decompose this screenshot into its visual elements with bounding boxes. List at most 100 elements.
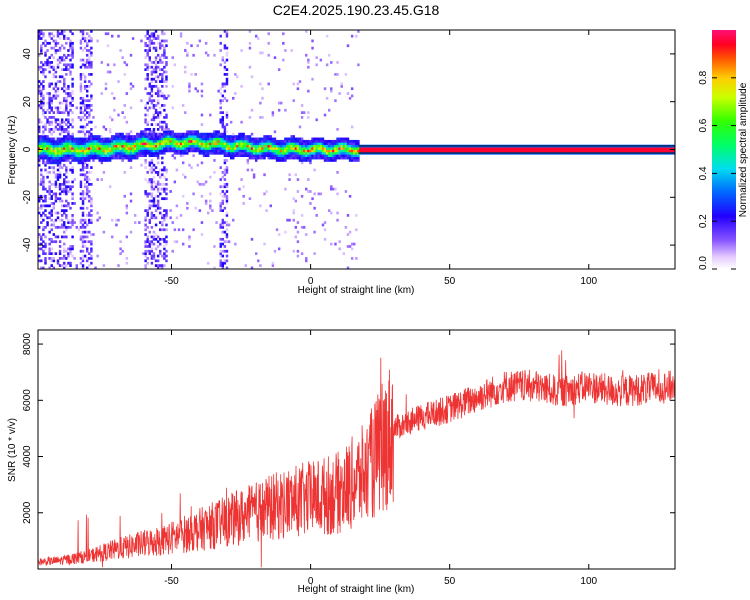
spectrogram-cell <box>90 73 93 76</box>
spectrogram-cell <box>284 159 287 162</box>
spectrogram-cell <box>480 149 483 153</box>
spectrogram-cell <box>144 77 147 81</box>
spectrogram-cell <box>75 147 78 150</box>
spectrogram-cell <box>104 147 108 150</box>
spectrogram-cell <box>165 135 168 138</box>
spectrogram-cell <box>63 185 66 189</box>
spectrogram-cell <box>204 142 208 146</box>
spectrogram-cell <box>211 144 214 148</box>
spectrogram-cell <box>353 144 356 148</box>
spectrogram-cell <box>52 151 56 155</box>
spectrogram-cell <box>71 120 74 124</box>
spectrogram-cell <box>269 139 273 143</box>
spectrogram-cell <box>319 154 323 158</box>
spectrogram-cell <box>332 142 335 146</box>
spectrogram-cell <box>204 151 208 155</box>
spectrogram-cell <box>56 175 60 179</box>
spectrogram-cell <box>175 135 179 138</box>
spectrogram-cell <box>161 30 164 33</box>
spectrogram-cell <box>154 139 158 143</box>
spectrogram-cell <box>146 135 149 138</box>
spectrogram-cell <box>198 151 202 155</box>
spectrogram-cell <box>50 137 53 141</box>
spectrogram-cell <box>236 139 239 143</box>
spectrogram-cell <box>549 147 552 150</box>
spectrogram-cell <box>342 252 346 256</box>
spectrogram-cell <box>102 137 106 141</box>
spectrogram-cell <box>186 51 189 55</box>
spectrogram-cell <box>125 261 129 265</box>
spectrogram-cell <box>246 161 250 165</box>
spectrogram-cell <box>150 247 154 251</box>
spectrogram-cell <box>90 147 93 150</box>
spectrogram-cell <box>313 252 316 256</box>
spectrogram-cell <box>100 142 104 146</box>
spectrogram-cell <box>275 149 279 153</box>
spectrogram-cell <box>259 137 262 141</box>
spectrogram-cell <box>42 199 45 203</box>
spectrogram-cell <box>156 245 160 248</box>
spectrogram-cell <box>286 154 289 158</box>
spectrogram-cell <box>353 139 356 143</box>
spectrogram-cell <box>56 159 60 162</box>
spectrogram-cell <box>167 142 170 146</box>
spectrogram-cell <box>173 228 177 232</box>
spectrogram-cell <box>156 194 160 198</box>
spectrogram-cell <box>38 118 41 122</box>
spectrogram-cell <box>319 58 323 62</box>
spectrogram-cell <box>246 168 250 172</box>
spectrogram-cell <box>144 166 147 169</box>
spectrogram-cell <box>261 96 264 100</box>
spectrogram-cell <box>165 168 168 172</box>
spectrogram-cell <box>127 139 131 143</box>
spectrogram-cell <box>192 53 195 57</box>
spectrogram-cell <box>71 168 74 172</box>
spectrogram-cell <box>355 154 358 158</box>
spectrogram-cell <box>586 149 590 153</box>
spectrogram-cell <box>282 149 285 153</box>
spectrogram-cell <box>52 111 56 114</box>
spectrogram-cell <box>668 149 671 153</box>
spectrogram-cell <box>65 99 68 103</box>
spectrogram-cell <box>196 135 199 138</box>
spectrogram-cell <box>181 139 185 143</box>
spectrogram-cell <box>338 154 341 158</box>
spectrogram-cell <box>300 144 304 148</box>
spectrogram-cell <box>584 149 588 153</box>
spectrogram-cell <box>217 142 220 146</box>
spectrogram-cell <box>563 149 567 153</box>
spectrogram-cell <box>83 149 87 153</box>
spectrogram-cell <box>52 156 56 160</box>
spectrogram-cell <box>127 151 131 155</box>
spectrogram-cell <box>252 144 256 148</box>
spectrogram-cell <box>244 149 247 153</box>
spectrogram-cell <box>225 147 229 150</box>
spectrogram-cell <box>88 159 91 162</box>
spectrogram-cell <box>213 142 216 146</box>
spectrogram-cell <box>238 137 241 141</box>
spectrogram-cell <box>263 156 266 160</box>
spectrogram-cell <box>181 228 185 232</box>
spectrogram-cell <box>121 135 124 138</box>
spectrogram-cell <box>58 46 62 50</box>
spectrogram-cell <box>350 142 354 146</box>
spectrogram-cell <box>106 156 110 160</box>
spectrogram-cell <box>88 142 91 146</box>
spectrogram-cell <box>71 84 74 88</box>
spectrogram-cell <box>582 149 585 153</box>
spectrogram-cell <box>67 149 70 153</box>
spectrogram-cell <box>250 142 254 146</box>
spectrogram-cell <box>69 187 72 191</box>
spectrogram-cell <box>88 51 91 55</box>
spectrogram-cell <box>313 192 316 196</box>
spectrogram-cell <box>348 159 352 162</box>
spectrogram-cell <box>144 264 147 267</box>
spectrogram-cell <box>148 65 152 69</box>
spectrogram-cell <box>221 84 225 88</box>
spectrogram-cell <box>67 218 70 222</box>
spectrogram-cell <box>223 89 227 93</box>
spectrogram-cell <box>161 237 164 241</box>
spectrogram-cell <box>83 65 87 69</box>
spectrogram-cell <box>211 151 214 155</box>
spectrogram-cell <box>407 149 410 153</box>
